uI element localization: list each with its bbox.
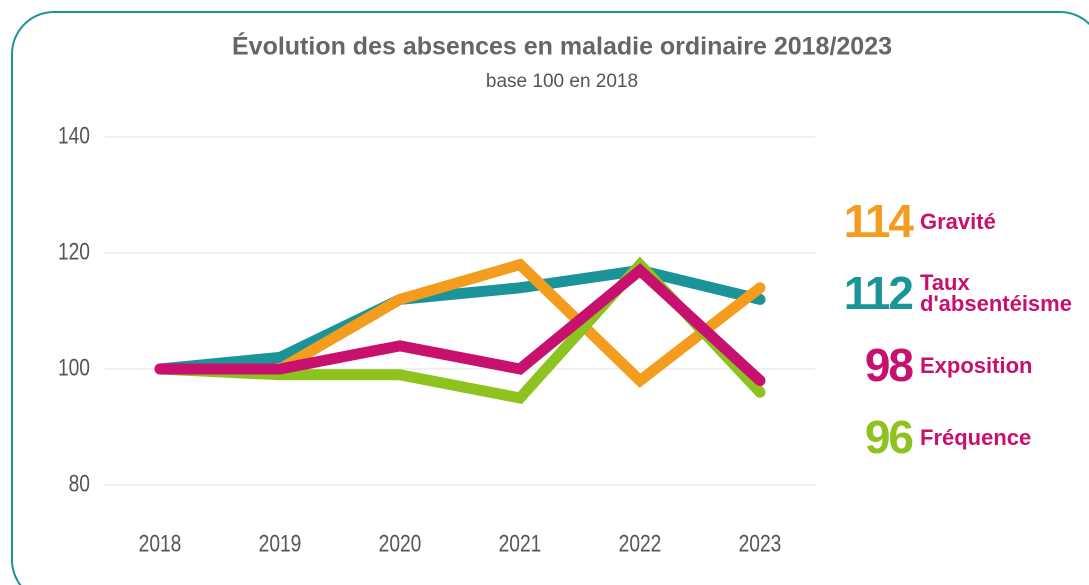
y-tick-label: 80 (69, 469, 90, 497)
legend-value: 112 (843, 267, 914, 319)
legend-item: 96 Fréquence (838, 401, 1088, 473)
x-tick-label: 2023 (739, 529, 782, 557)
y-tick-label: 140 (58, 121, 90, 149)
x-tick-label: 2018 (139, 529, 182, 557)
chart-title: Évolution des absences en maladie ordina… (232, 32, 892, 61)
legend-label: Taux d'absentéisme (920, 270, 1072, 316)
legend-item: 98 Exposition (838, 329, 1088, 401)
chart-subtitle: base 100 en 2018 (486, 71, 638, 92)
legend: 114 Gravité 112 Taux d'absentéisme 98 Exposit… (838, 185, 1088, 473)
legend-value: 98 (864, 339, 914, 391)
legend-label: Exposition (920, 352, 1033, 378)
x-tick-label: 2020 (379, 529, 422, 557)
frame (11, 11, 1089, 585)
legend-label: Fréquence (920, 424, 1032, 450)
y-tick-label: 120 (58, 237, 90, 265)
x-tick-label: 2019 (259, 529, 302, 557)
legend-label: Gravité (920, 208, 996, 234)
line-series (154, 264, 766, 375)
line-series (154, 263, 766, 387)
y-tick-label: 100 (58, 353, 90, 381)
legend-item: 114 Gravité (838, 185, 1088, 257)
x-tick-label: 2021 (499, 529, 542, 557)
legend-value: 114 (843, 195, 914, 247)
legend-item: 112 Taux d'absentéisme (838, 257, 1088, 329)
legend-value: 96 (864, 411, 914, 463)
x-tick-label: 2022 (619, 529, 662, 557)
